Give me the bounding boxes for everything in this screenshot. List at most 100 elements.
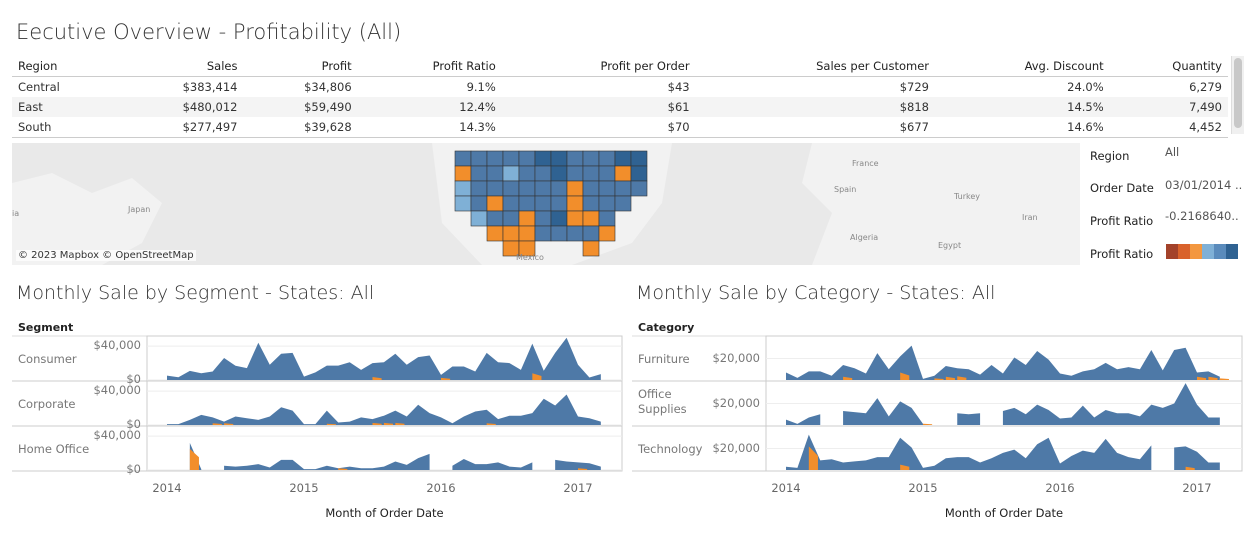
table-cell: $34,806 bbox=[304, 80, 352, 94]
sales-area bbox=[167, 394, 601, 425]
row-label: Office Supplies bbox=[638, 387, 687, 416]
row-label: Technology bbox=[638, 442, 703, 456]
table-cell: $729 bbox=[899, 80, 930, 94]
col-profit-ratio[interactable]: Profit Ratio bbox=[357, 56, 502, 77]
table-row[interactable]: South $277,497 $39,628 14.3% $70 $677 14.6% 4,4… bbox=[12, 117, 1228, 138]
x-tick-label: 2014 bbox=[152, 481, 182, 495]
table-cell: 14.6% bbox=[935, 117, 1110, 138]
x-tick-label: 2016 bbox=[426, 481, 456, 495]
y-tick-label: $0 bbox=[126, 417, 141, 431]
table-cell: $43 bbox=[667, 80, 690, 94]
y-tick-label: $40,000 bbox=[93, 383, 141, 398]
low-profit-ratio-area bbox=[372, 377, 382, 380]
chart-title: Monthly Sale by Category - States: All bbox=[636, 282, 996, 304]
row-label: Corporate bbox=[18, 397, 76, 411]
map-attribution[interactable]: © 2023 Mapbox © OpenStreetMap bbox=[16, 250, 196, 261]
low-profit-ratio-area bbox=[578, 468, 588, 470]
low-profit-ratio-area bbox=[224, 423, 234, 425]
order-date-filter-value[interactable]: 03/01/2014 .. bbox=[1165, 178, 1243, 192]
low-profit-ratio-area bbox=[395, 422, 405, 425]
y-tick-label: $40,000 bbox=[93, 428, 141, 443]
table-cell: 4,452 bbox=[1109, 117, 1228, 138]
table-cell: 7,490 bbox=[1109, 97, 1228, 117]
scrollbar-thumb[interactable] bbox=[1234, 58, 1242, 128]
low-profit-ratio-area bbox=[900, 464, 910, 470]
y-tick-label: $40,000 bbox=[93, 338, 141, 353]
col-quantity[interactable]: Quantity bbox=[1109, 56, 1228, 77]
row-label: Home Office bbox=[18, 442, 90, 456]
sales-area bbox=[957, 413, 981, 425]
table-cell: $59,490 bbox=[243, 97, 358, 117]
dashboard-title: Eecutive Overview - Profitability (All) bbox=[16, 20, 402, 44]
legend-swatch bbox=[1190, 244, 1202, 259]
table-cell: $61 bbox=[501, 97, 696, 117]
profit-ratio-filter-value[interactable]: -0.2168640.. bbox=[1165, 209, 1239, 223]
table-row[interactable]: East $480,012 $59,490 12.4% $61 $818 14.5% 7,49… bbox=[12, 97, 1228, 117]
low-profit-ratio-area bbox=[326, 423, 336, 425]
state-shape[interactable] bbox=[614, 195, 632, 212]
col-avg-discount[interactable]: Avg. Discount bbox=[935, 56, 1110, 77]
table-cell: $39,628 bbox=[243, 117, 358, 138]
table-cell: $70 bbox=[501, 117, 696, 138]
x-tick-label: 2015 bbox=[289, 481, 319, 495]
low-profit-ratio-area bbox=[843, 376, 853, 380]
state-shape[interactable] bbox=[598, 225, 616, 242]
state-shape[interactable] bbox=[582, 240, 600, 257]
profit-ratio-map[interactable]: ia Japan France Spain Turkey Iran Algeri… bbox=[12, 143, 1080, 265]
low-profit-ratio-area bbox=[945, 376, 955, 380]
col-profit[interactable]: Profit bbox=[243, 56, 358, 77]
map-label: Turkey bbox=[954, 192, 981, 201]
order-date-filter-label: Order Date bbox=[1090, 181, 1154, 195]
x-tick-label: 2015 bbox=[908, 481, 938, 495]
table-scrollbar[interactable] bbox=[1231, 56, 1244, 134]
y-tick-label: $20,000 bbox=[712, 440, 760, 455]
table-cell: 6,279 bbox=[1189, 80, 1222, 94]
x-tick-label: 2017 bbox=[563, 481, 593, 495]
table-cell: 9.1% bbox=[466, 80, 496, 94]
col-sales-per-customer[interactable]: Sales per Customer bbox=[695, 56, 936, 77]
legend-swatch bbox=[1214, 244, 1226, 259]
profit-ratio-filter-label: Profit Ratio bbox=[1090, 214, 1154, 228]
region-summary-table: Region Sales Profit Profit Ratio Profit … bbox=[12, 56, 1228, 138]
table-cell: $818 bbox=[695, 97, 936, 117]
region-filter-value[interactable]: All bbox=[1165, 145, 1180, 159]
col-region[interactable]: Region bbox=[12, 56, 116, 77]
x-tick-label: 2014 bbox=[771, 481, 801, 495]
profit-ratio-color-legend[interactable] bbox=[1166, 244, 1238, 259]
table-cell: 14.5% bbox=[935, 97, 1110, 117]
low-profit-ratio-area bbox=[808, 446, 818, 470]
row-header: Segment bbox=[18, 321, 74, 334]
row-label: Consumer bbox=[18, 352, 77, 366]
legend-swatch bbox=[1178, 244, 1190, 259]
table-row[interactable]: Central $383,414 $34,806 9.1% $43 $729 24.0% 6,… bbox=[12, 77, 1228, 98]
sales-area bbox=[224, 453, 430, 470]
col-sales[interactable]: Sales bbox=[115, 56, 244, 77]
low-profit-ratio-area bbox=[189, 448, 199, 470]
table-cell: $277,497 bbox=[115, 117, 244, 138]
table-cell: 14.3% bbox=[357, 117, 502, 138]
state-shape[interactable] bbox=[518, 240, 536, 257]
low-profit-ratio-area bbox=[957, 376, 967, 380]
map-label: Mexico bbox=[516, 253, 544, 262]
sales-area bbox=[843, 398, 923, 425]
landmass-asia bbox=[12, 173, 162, 265]
map-label: Egypt bbox=[938, 241, 962, 250]
low-profit-ratio-area bbox=[1185, 466, 1195, 470]
legend-swatch bbox=[1202, 244, 1214, 259]
sales-area bbox=[1002, 383, 1220, 425]
col-profit-per-order[interactable]: Profit per Order bbox=[501, 56, 696, 77]
color-legend-label: Profit Ratio bbox=[1090, 247, 1154, 261]
map-label: Spain bbox=[834, 185, 857, 194]
low-profit-ratio-area bbox=[338, 468, 348, 470]
map-canvas bbox=[12, 143, 1080, 265]
map-label: ia bbox=[12, 209, 20, 218]
state-shape[interactable] bbox=[630, 180, 648, 197]
row-header: Category bbox=[638, 321, 695, 334]
table-cell: East bbox=[12, 97, 116, 117]
table-cell: South bbox=[12, 117, 116, 138]
sales-area bbox=[786, 345, 1220, 380]
sales-area bbox=[786, 434, 1152, 470]
map-label: France bbox=[852, 159, 879, 168]
